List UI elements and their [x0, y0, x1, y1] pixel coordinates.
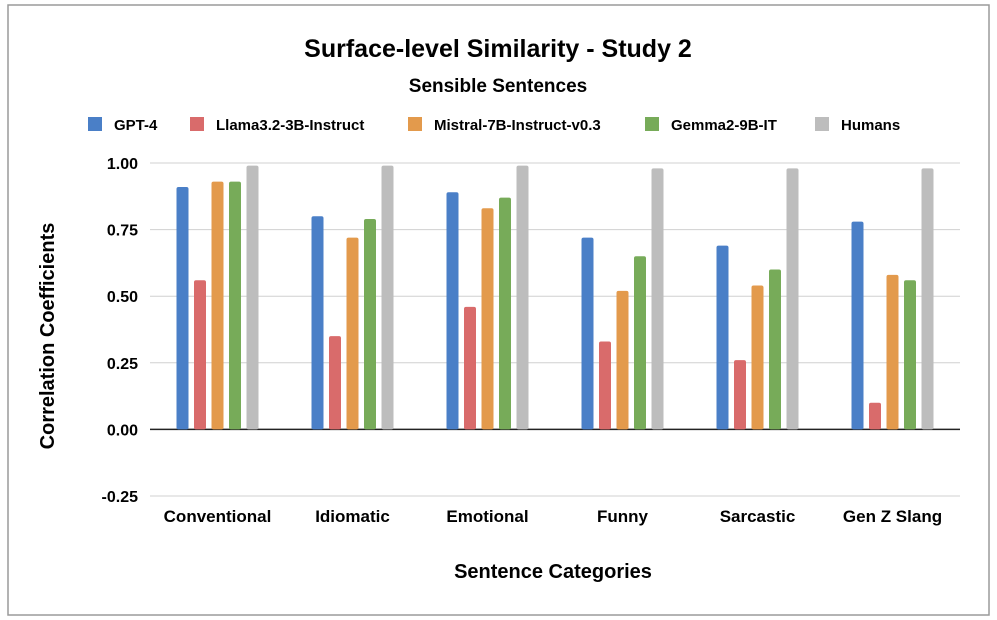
bar-conventional-gpt-4	[176, 186, 189, 430]
y-tick-label: 0.25	[107, 356, 138, 373]
bar-idiomatic-humans	[381, 165, 394, 430]
gridlines	[150, 162, 960, 497]
legend-label-gemma: Gemma2-9B-IT	[671, 117, 777, 134]
bar-gen-z-slang-humans	[921, 168, 934, 430]
bar-idiomatic-mistral-7b-instruct-v0-3	[346, 237, 359, 430]
bar-sarcastic-gpt-4	[716, 245, 729, 430]
bar-funny-mistral-7b-instruct-v0-3	[616, 290, 629, 430]
bar-emotional-mistral-7b-instruct-v0-3	[481, 208, 494, 430]
bar-gen-z-slang-llama3-2-3b-instruct	[869, 402, 881, 430]
legend-label-mistral: Mistral-7B-Instruct-v0.3	[434, 117, 601, 134]
bar-emotional-gpt-4	[446, 192, 459, 430]
bar-emotional-llama3-2-3b-instruct	[464, 306, 476, 430]
x-tick-label: Funny	[597, 507, 649, 526]
bar-conventional-llama3-2-3b-instruct	[194, 280, 206, 430]
bar-conventional-humans	[246, 165, 259, 430]
legend-swatch-humans	[815, 117, 829, 131]
bar-funny-gemma2-9b-it	[634, 256, 646, 430]
chart-subtitle: Sensible Sentences	[409, 76, 587, 97]
legend-swatch-llama	[190, 117, 204, 131]
bar-emotional-humans	[516, 165, 529, 430]
bar-sarcastic-mistral-7b-instruct-v0-3	[751, 285, 764, 430]
y-axis-ticks: 1.00 0.75 0.50 0.25 0.00 -0.25	[102, 156, 139, 506]
bar-idiomatic-llama3-2-3b-instruct	[329, 336, 341, 430]
bar-idiomatic-gpt-4	[311, 216, 324, 430]
x-tick-label: Emotional	[446, 507, 528, 526]
legend-swatch-gpt4	[88, 117, 102, 131]
bar-gen-z-slang-gpt-4	[851, 221, 864, 430]
x-tick-label: Sarcastic	[720, 507, 796, 526]
legend-label-humans: Humans	[841, 117, 900, 134]
x-axis-categories: Conventional Idiomatic Emotional Funny Sarca…	[164, 507, 942, 526]
legend-swatch-gemma	[645, 117, 659, 131]
bar-idiomatic-gemma2-9b-it	[364, 218, 376, 430]
bar-gen-z-slang-gemma2-9b-it	[904, 280, 916, 430]
legend: GPT-4 Llama3.2-3B-Instruct Mistral-7B-In…	[88, 117, 900, 134]
bar-emotional-gemma2-9b-it	[499, 197, 511, 430]
y-tick-label: 1.00	[107, 156, 138, 173]
bar-conventional-mistral-7b-instruct-v0-3	[211, 181, 224, 430]
x-tick-label: Gen Z Slang	[843, 507, 942, 526]
bars	[176, 165, 934, 430]
y-axis-title: Correlation Coefficients	[37, 223, 59, 450]
legend-label-llama: Llama3.2-3B-Instruct	[216, 117, 364, 134]
bar-sarcastic-llama3-2-3b-instruct	[734, 360, 746, 430]
legend-swatch-mistral	[408, 117, 422, 131]
legend-label-gpt4: GPT-4	[114, 117, 158, 134]
y-tick-label: 0.75	[107, 223, 138, 240]
x-tick-label: Idiomatic	[315, 507, 390, 526]
bar-funny-humans	[651, 168, 664, 430]
x-tick-label: Conventional	[164, 507, 272, 526]
bar-sarcastic-gemma2-9b-it	[769, 269, 781, 430]
chart-title: Surface-level Similarity - Study 2	[304, 35, 692, 63]
bar-conventional-gemma2-9b-it	[229, 181, 241, 430]
y-tick-label: 0.50	[107, 289, 138, 306]
y-tick-label: -0.25	[102, 489, 139, 506]
bar-gen-z-slang-mistral-7b-instruct-v0-3	[886, 274, 899, 430]
y-tick-label: 0.00	[107, 422, 138, 439]
bar-funny-gpt-4	[581, 237, 594, 430]
bar-sarcastic-humans	[786, 168, 799, 430]
x-axis-title: Sentence Categories	[454, 561, 652, 583]
bar-funny-llama3-2-3b-instruct	[599, 341, 611, 430]
chart-border	[7, 4, 990, 616]
